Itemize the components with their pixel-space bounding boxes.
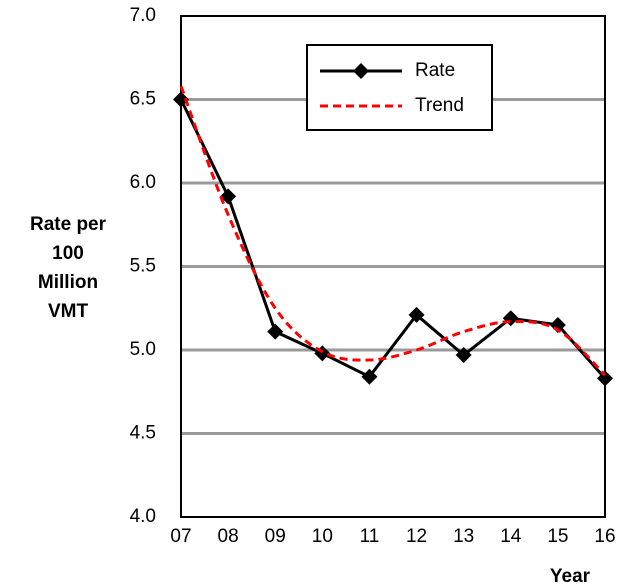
- x-tick-label: 12: [406, 526, 427, 547]
- y-tick-label: 5.5: [130, 256, 156, 277]
- marker: [267, 323, 284, 340]
- x-axis-title: Year: [550, 566, 591, 587]
- legend-box: [306, 44, 493, 131]
- y-axis-title: Million: [38, 272, 98, 293]
- marker: [408, 306, 425, 323]
- x-tick-label: 10: [312, 526, 333, 547]
- marker: [220, 188, 237, 205]
- rate-line: [179, 98, 607, 380]
- x-tick-label: 14: [500, 526, 522, 547]
- y-axis-title: Rate per: [30, 214, 107, 235]
- legend-marker: [353, 63, 369, 79]
- y-tick-label: 7.0: [130, 5, 156, 26]
- plot-frame: [180, 15, 606, 518]
- x-tick-label: 16: [594, 526, 615, 547]
- y-tick-label: 6.5: [130, 89, 156, 110]
- y-tick-label: 4.0: [130, 506, 156, 527]
- y-tick-label: 4.5: [130, 423, 156, 444]
- x-tick-label: 09: [265, 526, 286, 547]
- x-tick-label: 15: [547, 526, 568, 547]
- trend-line: [179, 85, 607, 377]
- marker: [455, 347, 472, 364]
- x-tick-label: 07: [170, 526, 191, 547]
- y-tick-label: 6.0: [130, 172, 156, 193]
- legend-label: Rate: [415, 60, 455, 81]
- marker: [361, 368, 378, 385]
- x-tick-label: 11: [360, 526, 380, 547]
- legend-label: Trend: [415, 95, 464, 116]
- x-tick-label: 13: [453, 526, 474, 547]
- y-tick-label: 5.0: [130, 339, 156, 360]
- x-tick-label: 08: [218, 526, 239, 547]
- y-axis-title: 100: [52, 243, 84, 264]
- marker: [173, 91, 189, 108]
- marker: [597, 370, 613, 387]
- y-axis-title: VMT: [48, 301, 89, 322]
